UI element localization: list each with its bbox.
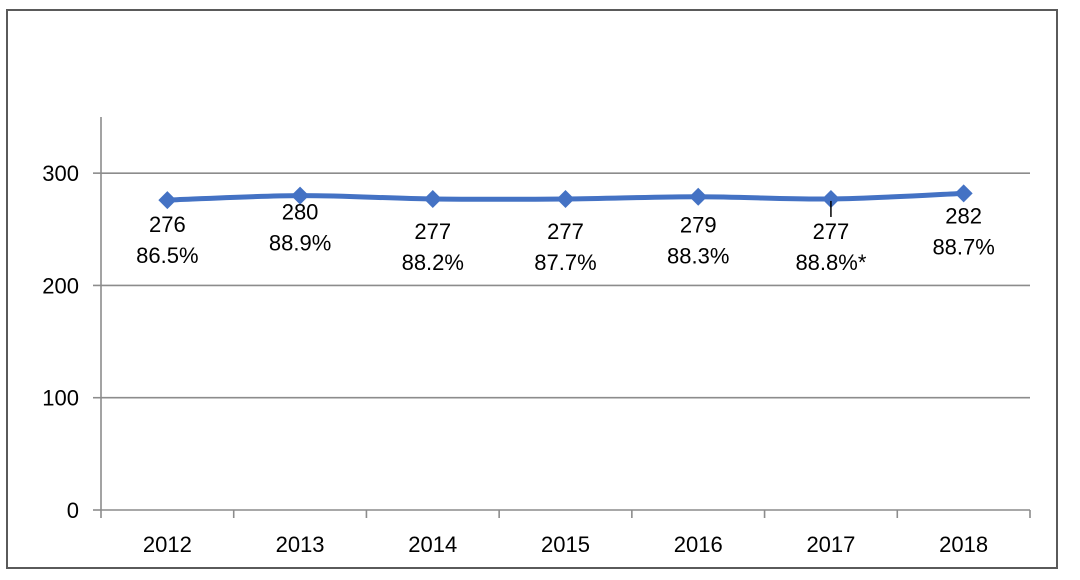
x-tick-label-2015: 2015 (541, 532, 590, 557)
x-tick-label-2017: 2017 (806, 532, 855, 557)
axes (93, 117, 1031, 518)
data-point-2018 (954, 184, 973, 203)
data-label-value-2018: 282 (945, 203, 982, 228)
data-label-percent-2018: 88.7% (932, 234, 994, 259)
x-tick-label-2018: 2018 (939, 532, 988, 557)
data-labels: 276 86.5% 280 88.9% 277 88.2% 277 87.7% 279 88.3%… (136, 200, 995, 275)
data-point-2014 (423, 189, 442, 208)
data-label-value-2014: 277 (414, 219, 451, 244)
x-tick-label-2016: 2016 (674, 532, 723, 557)
data-point-2015 (556, 189, 575, 208)
y-tick-label: 0 (67, 498, 79, 523)
data-point-2016 (689, 187, 708, 206)
y-axis-tick-labels: 0 100 200 300 (42, 161, 79, 523)
chart-frame (6, 9, 1058, 569)
data-label-value-2013: 280 (282, 200, 319, 225)
data-label-percent-2013: 88.9% (269, 231, 331, 256)
series (158, 184, 973, 210)
gridlines (101, 172, 1030, 399)
x-tick-label-2013: 2013 (276, 532, 325, 557)
data-label-value-2015: 277 (547, 219, 584, 244)
x-tick-label-2014: 2014 (408, 532, 457, 557)
data-label-percent-2016: 88.3% (667, 244, 729, 269)
data-label-percent-2015: 87.7% (534, 250, 596, 275)
x-axis-tick-labels: 2012 2013 2014 2015 2016 2017 2018 (143, 532, 988, 557)
y-tick-label: 100 (42, 386, 79, 411)
data-point-2017 (821, 189, 840, 208)
data-point-2013 (291, 186, 310, 205)
data-label-value-2017: 277 (813, 219, 850, 244)
data-label-percent-2017: 88.8%* (795, 250, 866, 275)
data-label-percent-2014: 88.2% (402, 250, 464, 275)
data-label-percent-2012: 86.5% (136, 243, 198, 268)
data-point-2012 (158, 191, 177, 210)
data-label-value-2012: 276 (149, 212, 186, 237)
x-tick-label-2012: 2012 (143, 532, 192, 557)
data-label-value-2016: 279 (680, 213, 717, 238)
y-tick-label: 200 (42, 273, 79, 298)
y-tick-label: 300 (42, 161, 79, 186)
